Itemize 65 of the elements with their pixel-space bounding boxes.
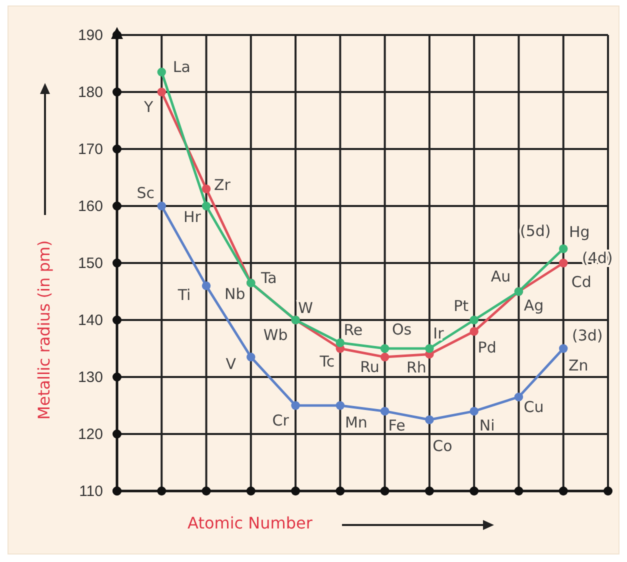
point bbox=[246, 352, 256, 362]
annotation: Cd bbox=[571, 273, 592, 292]
annotation: Mn bbox=[344, 414, 368, 432]
point bbox=[380, 352, 390, 362]
point bbox=[380, 406, 390, 416]
point bbox=[380, 344, 390, 353]
point bbox=[470, 316, 478, 324]
point bbox=[336, 338, 345, 348]
annotation: Cu bbox=[524, 398, 544, 416]
point bbox=[514, 392, 524, 402]
y-tick-label: 110 bbox=[79, 482, 103, 500]
point bbox=[470, 327, 478, 336]
annotation: Pd bbox=[478, 338, 496, 357]
point bbox=[336, 401, 345, 410]
annotation: La bbox=[172, 58, 190, 76]
annotation: Nb bbox=[224, 285, 246, 304]
annotation: Ru bbox=[360, 358, 380, 376]
point bbox=[202, 281, 211, 290]
annotation: Pt bbox=[454, 297, 469, 316]
point bbox=[291, 401, 300, 410]
annotation: Hr bbox=[184, 208, 202, 226]
annotation: Hg bbox=[568, 222, 590, 241]
annotation: Au bbox=[490, 268, 511, 286]
annotation: Re bbox=[344, 320, 363, 339]
annotation: Zn bbox=[568, 356, 588, 375]
annotation: Wb bbox=[263, 326, 288, 344]
point bbox=[202, 184, 211, 194]
point bbox=[157, 202, 166, 210]
annotation: Os bbox=[392, 320, 412, 339]
y-tick-label: 190 bbox=[78, 26, 103, 44]
annotation: Ta bbox=[260, 269, 277, 288]
point bbox=[558, 244, 568, 254]
annotation: Zr bbox=[214, 176, 232, 194]
annotation: Tc bbox=[318, 352, 335, 371]
annotation: W bbox=[298, 299, 314, 318]
annotation: Ti bbox=[176, 286, 191, 304]
annotation: (3d) bbox=[572, 326, 603, 345]
annotation: Cr bbox=[272, 412, 290, 430]
x-axis-title: Atomic Number bbox=[188, 513, 313, 532]
point bbox=[425, 344, 434, 353]
y-tick-label: 180 bbox=[78, 84, 103, 101]
point bbox=[157, 88, 166, 96]
y-axis-title: Metallic radius (in pm) bbox=[34, 240, 54, 420]
point bbox=[157, 68, 166, 76]
point bbox=[470, 406, 478, 416]
y-tick-label: 150 bbox=[78, 254, 103, 272]
annotation: Ni bbox=[479, 416, 495, 434]
annotation: V bbox=[226, 355, 237, 374]
y-tick-label: 160 bbox=[78, 198, 103, 215]
annotation: Ir bbox=[433, 324, 445, 343]
y-tick-label: 120 bbox=[78, 426, 103, 443]
y-tick-label: 170 bbox=[78, 140, 103, 158]
annotation: Sc bbox=[136, 184, 155, 202]
point bbox=[558, 258, 568, 268]
annotation: Fe bbox=[388, 416, 406, 434]
annotation: Y bbox=[143, 98, 154, 116]
point bbox=[425, 415, 434, 424]
annotation: (5d) bbox=[520, 222, 551, 240]
annotation: Co bbox=[432, 436, 452, 455]
y-tick-label: 130 bbox=[78, 368, 103, 386]
point bbox=[558, 344, 568, 353]
annotation: Rh bbox=[406, 358, 426, 376]
point bbox=[202, 202, 211, 210]
y-tick-label: 140 bbox=[78, 312, 103, 329]
annotation: Ag bbox=[524, 296, 544, 315]
